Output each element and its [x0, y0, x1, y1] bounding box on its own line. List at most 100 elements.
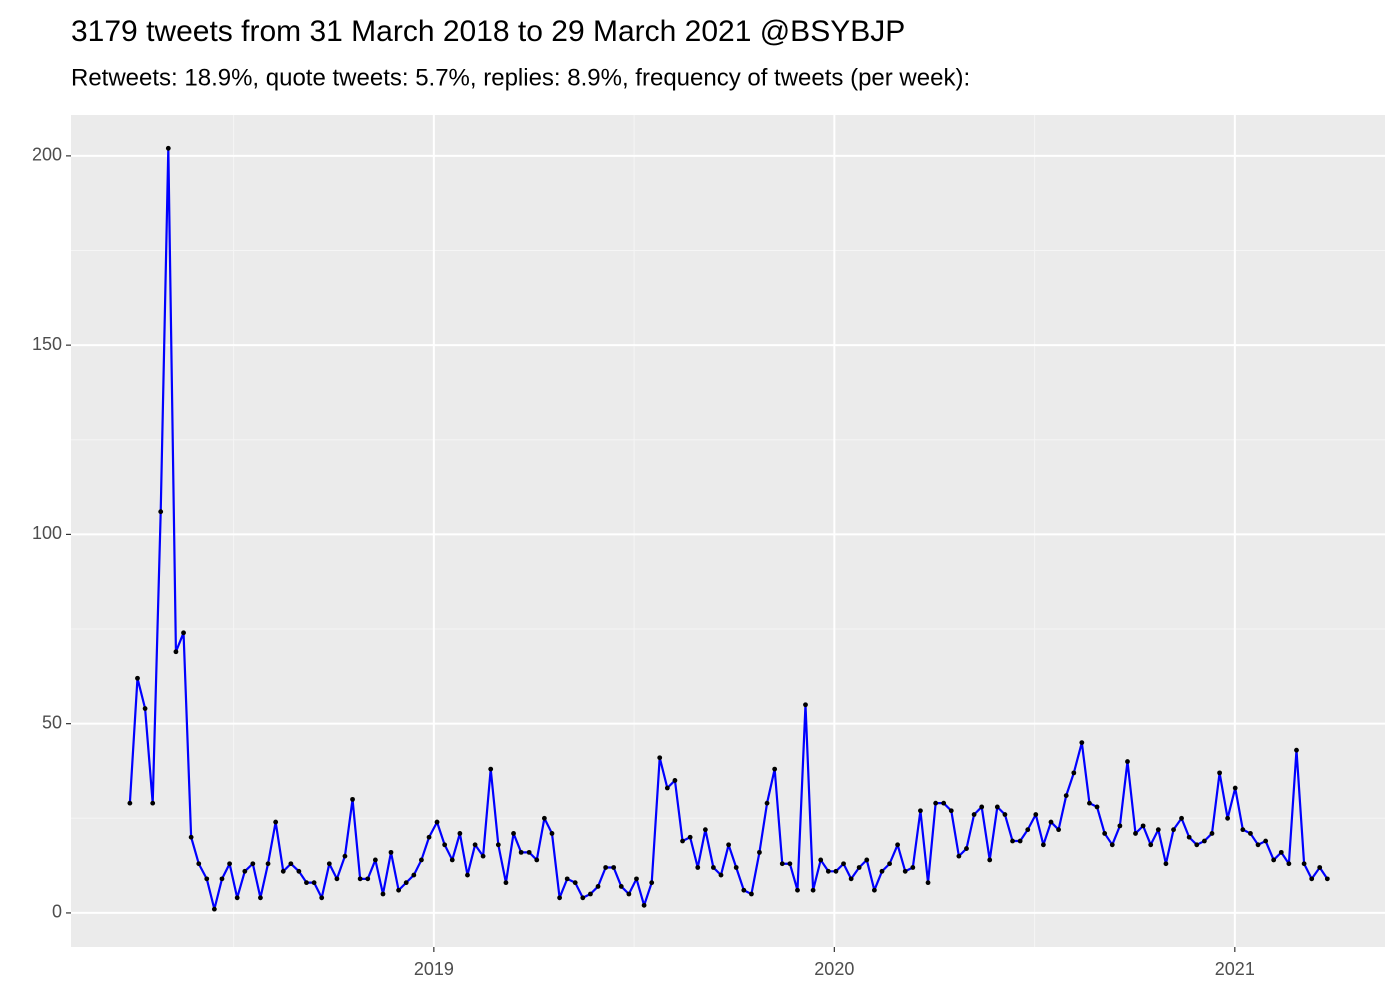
data-point: [1040, 842, 1046, 848]
data-point: [1217, 770, 1222, 776]
data-point: [841, 861, 846, 867]
data-point: [964, 846, 969, 851]
data-point: [848, 876, 854, 882]
data-point: [1048, 819, 1054, 825]
data-point: [948, 808, 954, 814]
data-point: [618, 884, 624, 889]
data-point: [357, 876, 363, 882]
data-point: [833, 868, 839, 874]
data-point: [503, 880, 509, 886]
data-point: [296, 868, 302, 874]
data-point: [304, 880, 309, 886]
data-point: [695, 865, 701, 870]
marks: [127, 145, 1330, 912]
data-point: [1025, 827, 1031, 833]
data-point: [971, 812, 977, 817]
data-point: [733, 865, 739, 870]
data-point: [488, 766, 494, 772]
data-point: [1094, 804, 1100, 810]
data-point: [165, 145, 171, 151]
data-point: [1155, 827, 1161, 833]
data-point: [242, 868, 248, 874]
x-tick-label: 2020: [814, 959, 854, 979]
data-point: [710, 865, 716, 870]
data-point: [319, 895, 325, 901]
data-point: [227, 861, 232, 867]
data-point: [204, 876, 210, 882]
data-point: [135, 675, 140, 681]
data-point: [265, 861, 271, 867]
data-point: [564, 876, 570, 882]
data-point: [741, 887, 747, 893]
data-point: [1240, 827, 1246, 833]
data-point: [956, 853, 962, 859]
data-point: [196, 861, 202, 867]
data-point: [825, 868, 831, 874]
data-point: [718, 872, 724, 878]
data-point: [403, 880, 409, 886]
data-point: [534, 857, 540, 863]
data-point: [1271, 857, 1277, 863]
data-point: [1033, 812, 1039, 817]
data-point: [1071, 770, 1077, 776]
data-point: [495, 842, 501, 848]
data-point: [1010, 838, 1015, 844]
data-point: [411, 872, 417, 878]
data-point: [472, 842, 478, 848]
data-point: [871, 887, 877, 893]
data-point: [787, 861, 793, 867]
data-point: [680, 838, 685, 844]
data-point: [142, 706, 148, 711]
data-point: [280, 868, 286, 874]
data-point: [649, 880, 655, 886]
data-point: [1017, 838, 1023, 844]
data-point: [234, 895, 240, 901]
data-point: [572, 880, 578, 886]
data-point: [902, 868, 908, 874]
data-point: [219, 876, 225, 882]
data-point: [1201, 838, 1207, 844]
data-point: [918, 808, 923, 814]
data-point: [258, 895, 263, 901]
data-point: [1056, 827, 1062, 833]
data-point: [1102, 831, 1108, 836]
data-point: [1087, 800, 1092, 806]
data-point: [1186, 834, 1192, 840]
data-point: [1133, 831, 1138, 836]
y-tick-label: 50: [42, 712, 62, 732]
data-point: [465, 872, 470, 878]
data-point: [1301, 861, 1307, 867]
data-point: [994, 804, 1000, 810]
data-point: [664, 785, 670, 791]
data-point: [1278, 849, 1284, 855]
data-point: [657, 755, 663, 761]
data-point: [1163, 861, 1169, 867]
data-point: [511, 831, 516, 836]
data-point: [702, 827, 708, 833]
data-point: [365, 876, 371, 882]
data-point: [211, 906, 217, 912]
data-point: [757, 849, 762, 855]
data-point: [434, 819, 440, 825]
data-point: [1248, 831, 1253, 836]
data-point: [311, 880, 317, 886]
data-point: [1317, 865, 1323, 870]
data-point: [1294, 747, 1299, 753]
data-point: [1140, 823, 1146, 829]
y-tick-label: 0: [52, 902, 62, 922]
data-point: [979, 804, 985, 810]
data-point: [1171, 827, 1176, 833]
data-point: [925, 880, 931, 886]
x-tick-label: 2021: [1215, 959, 1255, 979]
data-point: [396, 887, 401, 893]
data-point: [987, 857, 993, 863]
data-point: [726, 842, 732, 848]
data-point: [1109, 842, 1115, 848]
data-point: [764, 800, 770, 806]
data-point: [1063, 793, 1069, 798]
data-point: [933, 800, 939, 806]
data-point: [518, 849, 524, 855]
data-point: [910, 865, 916, 870]
data-point: [1148, 842, 1154, 848]
data-point: [779, 861, 785, 867]
